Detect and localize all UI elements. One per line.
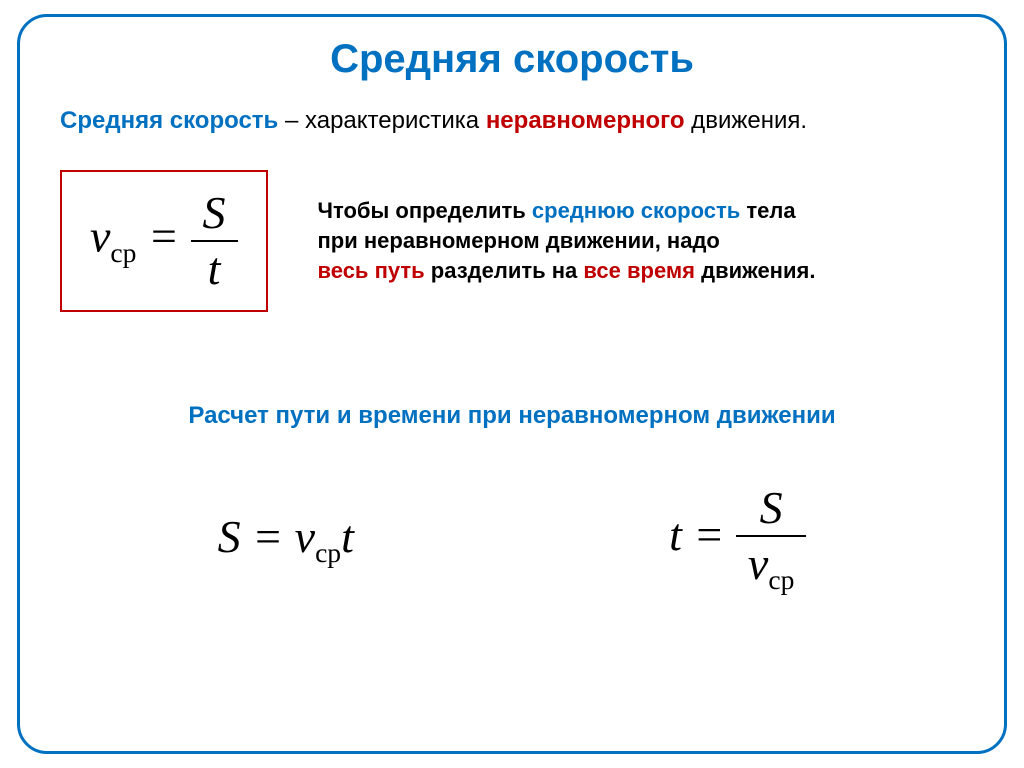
formula-num: S — [191, 190, 238, 242]
slide-frame: Средняя скорость Средняя скорость – хара… — [17, 14, 1007, 754]
distance-formula: S = vсрt — [218, 510, 354, 569]
formula-eq: = — [136, 211, 190, 262]
definition-mid: характеристика — [305, 107, 486, 134]
time-formula: t = Svср — [669, 485, 806, 594]
tf-den-v: v — [748, 538, 768, 589]
ex-l3c: все время — [583, 258, 695, 283]
formula-v: v — [90, 211, 110, 262]
df-eq: = — [241, 511, 295, 562]
tf-t: t — [669, 509, 682, 560]
ex-l1c: тела — [740, 198, 795, 223]
formula-explanation-row: vср = St Чтобы определить среднюю скорос… — [60, 170, 964, 312]
df-s: S — [218, 511, 241, 562]
tf-num: S — [736, 485, 806, 537]
ex-l1a: Чтобы определить — [318, 198, 532, 223]
tf-fraction: Svср — [736, 485, 806, 594]
ex-l3d: движения. — [695, 258, 815, 283]
definition-highlight: неравномерного — [486, 107, 685, 134]
formula-fraction: St — [191, 190, 238, 292]
page-title: Средняя скорость — [60, 37, 964, 82]
ex-l2: при неравномерном движении, надо — [318, 228, 720, 253]
tf-den-sub: ср — [768, 564, 794, 595]
formula-den: t — [191, 242, 238, 292]
ex-l3a: весь путь — [318, 258, 425, 283]
tf-eq: = — [682, 509, 736, 560]
definition-term: Средняя скорость — [60, 107, 278, 134]
explanation-text: Чтобы определить среднюю скорость тела п… — [318, 196, 816, 285]
definition-end: движения. — [685, 107, 808, 134]
df-t: t — [341, 511, 354, 562]
df-v: v — [295, 511, 315, 562]
ex-l1b: среднюю скорость — [532, 198, 740, 223]
tf-den: vср — [736, 537, 806, 594]
df-v-sub: ср — [315, 537, 341, 568]
main-formula: vср = St — [60, 170, 268, 312]
formula-v-sub: ср — [110, 237, 136, 268]
subtitle: Расчет пути и времени при неравномерном … — [60, 402, 964, 430]
derived-formulas-row: S = vсрt t = Svср — [60, 485, 964, 594]
definition-dash: – — [278, 107, 305, 134]
ex-l3b: разделить на — [425, 258, 584, 283]
definition-line: Средняя скорость – характеристика неравн… — [60, 107, 964, 135]
